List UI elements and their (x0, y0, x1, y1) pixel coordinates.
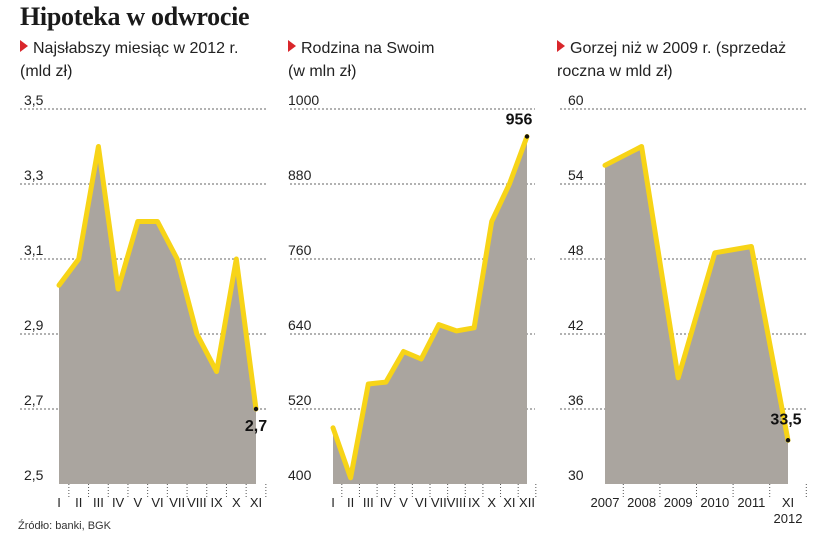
y-tick-label: 640 (288, 317, 312, 333)
x-tick-label: 2009 (664, 495, 693, 510)
x-tick-label: 2012 (774, 511, 803, 526)
area-fill (333, 136, 527, 484)
x-tick-label: 2007 (591, 495, 620, 510)
x-tick-label: VII (169, 495, 185, 510)
x-tick-label: I (331, 495, 335, 510)
y-tick-label: 520 (288, 392, 312, 408)
x-tick-label: X (487, 495, 496, 510)
y-tick-label: 1000 (288, 92, 319, 108)
chart-3: 60 54 48 42 36 30 33,5 2007 2008 2009 2010 2011 XI20… (560, 92, 807, 526)
end-value-label: 2,7 (245, 418, 267, 435)
series-line (602, 144, 791, 443)
x-tick-label: XII (519, 495, 535, 510)
y-tick-label: 36 (568, 392, 584, 408)
x-tick-label: XI (503, 495, 515, 510)
x-tick-label: 2010 (700, 495, 729, 510)
chart-1-subtitle-line2: (mld zł) (20, 63, 73, 80)
x-tick-label: III (363, 495, 374, 510)
y-tick-label: 2,9 (24, 317, 44, 333)
y-tick-label: 2,5 (24, 467, 44, 483)
x-tick-label: 2008 (627, 495, 656, 510)
source-note: Źródło: banki, BGK (18, 520, 111, 532)
y-tick-label: 3,1 (24, 242, 44, 258)
y-tick-label: 30 (568, 467, 584, 483)
y-tick-label: 3,5 (24, 92, 44, 108)
end-point (253, 406, 259, 412)
series-line (56, 144, 259, 412)
x-tick-label: II (347, 495, 354, 510)
x-tick-label: V (133, 495, 142, 510)
x-tick-label: IV (380, 495, 393, 510)
area-fill (605, 146, 788, 484)
series-line (330, 134, 530, 481)
chart-3-subtitle: Gorzej niż w 2009 r. (sprzedaż roczna w … (557, 37, 786, 83)
x-tick-label: VI (151, 495, 163, 510)
chart-2-subtitle: Rodzina na Swoim (w mln zł) (288, 37, 434, 83)
x-tick-label: VII (431, 495, 447, 510)
y-tick-label: 400 (288, 467, 312, 483)
end-point (785, 438, 791, 443)
chart-1: 3,53,33,12,92,72,52,7I II III IV V VI VII VIII I… (20, 92, 267, 510)
y-tick-label: 54 (568, 167, 584, 183)
chart-2-subtitle-line2: (w mln zł) (288, 63, 357, 80)
x-tick-label: VIII (447, 495, 467, 510)
x-tick-label: II (75, 495, 82, 510)
x-tick-label: X (232, 495, 241, 510)
red-triangle-icon (20, 40, 28, 52)
y-tick-label: 3,3 (24, 167, 44, 183)
red-triangle-icon (288, 40, 296, 52)
x-tick-label: IX (468, 495, 481, 510)
x-tick-label: 2011 (737, 495, 765, 510)
chart-1-subtitle: Najsłabszy miesiąc w 2012 r. (mld zł) (20, 37, 238, 83)
x-tick-label: XI (782, 495, 794, 510)
page-title: Hipoteka w odwrocie (20, 2, 250, 31)
x-tick-label: IX (210, 495, 223, 510)
y-tick-label: 42 (568, 317, 584, 333)
x-tick-label: XI (250, 495, 262, 510)
chart-2-subtitle-line1: Rodzina na Swoim (301, 40, 435, 57)
red-triangle-icon (557, 40, 565, 52)
chart-1-subtitle-line1: Najsłabszy miesiąc w 2012 r. (33, 40, 239, 57)
end-point (524, 134, 530, 139)
y-tick-label: 2,7 (24, 392, 44, 408)
x-tick-label: III (93, 495, 104, 510)
end-value-label: 33,5 (770, 411, 801, 428)
y-tick-label: 48 (568, 242, 584, 258)
x-tick-label: I (57, 495, 61, 510)
x-tick-label: VIII (187, 495, 207, 510)
chart-3-subtitle-line1: Gorzej niż w 2009 r. (sprzedaż (570, 40, 787, 57)
end-value-label: 956 (506, 112, 533, 129)
x-tick-label: IV (112, 495, 125, 510)
chart-3-subtitle-line2: roczna w mld zł) (557, 63, 673, 80)
y-tick-label: 760 (288, 242, 312, 258)
x-tick-label: VI (415, 495, 427, 510)
y-tick-label: 60 (568, 92, 584, 108)
x-tick-label: V (399, 495, 408, 510)
y-tick-label: 880 (288, 167, 312, 183)
